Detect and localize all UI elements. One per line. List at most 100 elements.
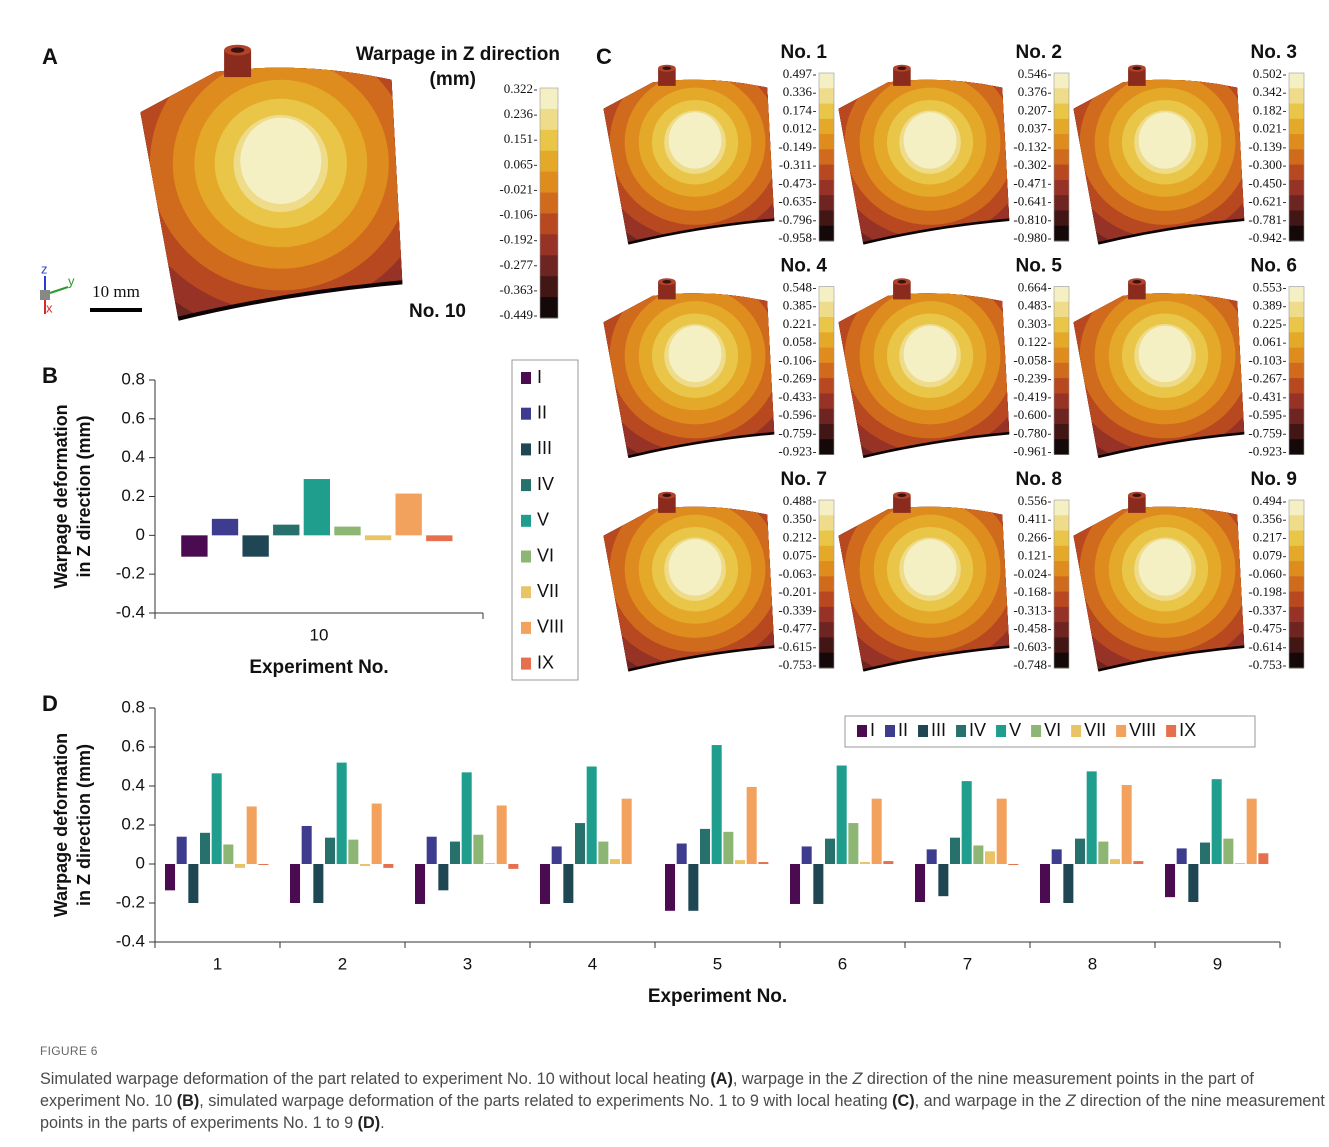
colorbar-band <box>819 531 834 547</box>
legend-marker <box>885 725 895 737</box>
colorbar-band <box>540 130 558 151</box>
bar <box>735 860 745 864</box>
colorbar-label: 0.322 <box>504 81 533 96</box>
bar <box>396 494 422 536</box>
x-tick-label: 5 <box>713 954 722 973</box>
colorbar-label: -0.363 <box>499 282 533 297</box>
caption-ref: (A) <box>710 1070 732 1088</box>
contour-band <box>904 539 957 595</box>
colorbar-band <box>1054 363 1069 379</box>
colorbar-band <box>819 424 834 440</box>
colorbar-label: -0.063 <box>778 566 812 581</box>
colorbar-band <box>1054 561 1069 577</box>
colorbar-label: 0.207 <box>1018 102 1048 117</box>
colorbar-label: 0.483 <box>1018 298 1047 313</box>
bar <box>438 864 448 890</box>
contour-band <box>240 118 321 204</box>
bar <box>848 823 858 864</box>
colorbar-label: -0.450 <box>1248 175 1282 190</box>
contour-band <box>904 326 957 382</box>
caption-italic: Z <box>853 1070 863 1088</box>
bar <box>188 864 198 903</box>
colorbar-band <box>819 439 834 455</box>
colorbar-band <box>1289 622 1304 638</box>
scale-bar-label: 10 mm <box>92 282 140 301</box>
colorbar-band <box>1289 287 1304 303</box>
colorbar-label: -0.753 <box>1248 657 1282 672</box>
colorbar-label: 0.012 <box>783 121 812 136</box>
colorbar-label: -0.961 <box>1013 443 1047 458</box>
colorbar-band <box>1054 180 1069 196</box>
colorbar-band <box>540 297 558 318</box>
colorbar-band <box>1289 348 1304 364</box>
colorbar-band <box>819 73 834 89</box>
colorbar-band <box>1289 317 1304 333</box>
colorbar-label: -0.267 <box>1248 371 1282 386</box>
bar <box>872 799 882 864</box>
colorbar-label: -0.641 <box>1013 194 1047 209</box>
x-tick-label: 6 <box>838 954 847 973</box>
colorbar-label: 0.079 <box>1253 548 1282 563</box>
contour-band <box>1139 112 1192 168</box>
contour-title: No. 6 <box>1251 256 1297 277</box>
bar <box>1122 785 1132 864</box>
colorbar-band <box>1054 348 1069 364</box>
bar <box>212 773 222 864</box>
legend-marker <box>521 551 531 563</box>
colorbar-band <box>819 165 834 181</box>
legend-marker <box>521 658 531 670</box>
colorbar-label: -0.748 <box>1013 657 1047 672</box>
contour-band <box>669 326 722 382</box>
bar <box>997 799 1007 864</box>
bar <box>1098 842 1108 864</box>
y-axis-label: Warpage deformation <box>51 404 71 588</box>
colorbar-band <box>540 234 558 255</box>
colorbar-label: -0.339 <box>778 602 812 617</box>
colorbar-band <box>1289 561 1304 577</box>
caption-text: , warpage in the <box>733 1070 853 1088</box>
colorbar-label: -0.753 <box>778 657 812 672</box>
colorbar-band <box>819 302 834 318</box>
bar <box>1087 771 1097 864</box>
colorbar-band <box>1054 73 1069 89</box>
boss-hole <box>1132 67 1141 71</box>
colorbar-band <box>1289 149 1304 165</box>
contour-title: No. 9 <box>1251 469 1297 490</box>
contour-band <box>669 112 722 168</box>
colorbar-label: -0.595 <box>1248 407 1282 422</box>
bar <box>1075 839 1085 864</box>
bar <box>1200 843 1210 864</box>
colorbar-band <box>819 515 834 531</box>
colorbar-band <box>819 210 834 226</box>
legend-label: II <box>898 720 908 740</box>
colorbar-band <box>1289 332 1304 348</box>
colorbar-label: -0.958 <box>778 230 812 245</box>
colorbar-band <box>1289 378 1304 394</box>
figure: ABCDWarpage in Z direction(mm)0.3220.236… <box>0 0 1329 1030</box>
bar <box>712 745 722 864</box>
colorbar-band <box>1054 546 1069 562</box>
colorbar-band <box>540 276 558 297</box>
colorbar-label: -0.300 <box>1248 157 1282 172</box>
colorbar-label: -0.058 <box>1013 352 1047 367</box>
boss-hole <box>1132 494 1141 498</box>
caption-text: , and warpage in the <box>915 1092 1066 1110</box>
legend-marker <box>918 725 928 737</box>
colorbar-band <box>1054 317 1069 333</box>
bar <box>610 859 620 864</box>
colorbar-band <box>540 193 558 214</box>
colorbar-label: -0.239 <box>1013 371 1047 386</box>
colorbar-band <box>1289 531 1304 547</box>
colorbar-label: 0.151 <box>504 131 533 146</box>
colorbar-band <box>1289 104 1304 120</box>
colorbar-band <box>1289 363 1304 379</box>
contour-title: No. 8 <box>1016 469 1062 490</box>
panel-a-unit: (mm) <box>430 69 476 90</box>
bar <box>825 839 835 864</box>
caption-label: FIGURE 6 <box>40 1040 1325 1062</box>
part-label: No. 10 <box>409 301 466 322</box>
colorbar-band <box>819 363 834 379</box>
colorbar-label: -0.596 <box>778 407 812 422</box>
colorbar-label: -0.419 <box>1013 389 1047 404</box>
colorbar-label: 0.411 <box>1018 511 1047 526</box>
